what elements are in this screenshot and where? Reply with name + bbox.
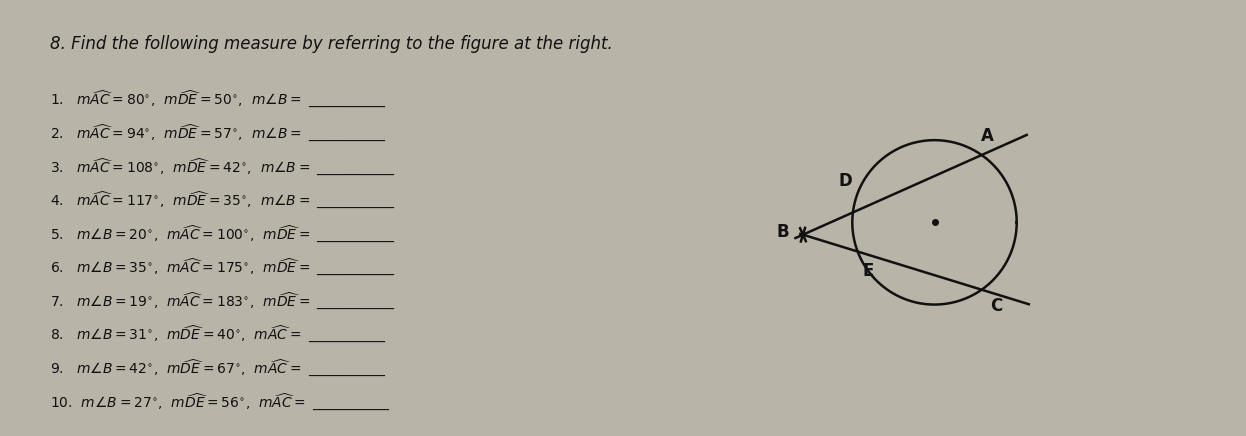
Text: 8. Find the following measure by referring to the figure at the right.: 8. Find the following measure by referri… xyxy=(50,35,613,53)
Text: 6.   $m\angle B=35^{\circ}$,  $m\widehat{AC}=175^{\circ}$,  $m\widehat{DE}=$ ___: 6. $m\angle B=35^{\circ}$, $m\widehat{AC… xyxy=(50,257,395,278)
Text: 10.  $m\angle B=27^{\circ}$,  $m\widehat{DE}=56^{\circ}$,  $m\widehat{AC}=$ ____: 10. $m\angle B=27^{\circ}$, $m\widehat{D… xyxy=(50,392,391,412)
Text: E: E xyxy=(862,262,875,280)
Text: 1.   $m\widehat{AC}=80^{\circ}$,  $m\widehat{DE}=50^{\circ}$,  $m\angle B=$ ____: 1. $m\widehat{AC}=80^{\circ}$, $m\wideha… xyxy=(50,89,386,110)
Text: 3.   $m\widehat{AC}=108^{\circ}$,  $m\widehat{DE}=42^{\circ}$,  $m\angle B=$ ___: 3. $m\widehat{AC}=108^{\circ}$, $m\wideh… xyxy=(50,157,395,177)
Text: 7.   $m\angle B=19^{\circ}$,  $m\widehat{AC}=183^{\circ}$,  $m\widehat{DE}=$ ___: 7. $m\angle B=19^{\circ}$, $m\widehat{AC… xyxy=(50,291,395,312)
Text: C: C xyxy=(989,296,1002,315)
Text: 5.   $m\angle B=20^{\circ}$,  $m\widehat{AC}=100^{\circ}$,  $m\widehat{DE}=$ ___: 5. $m\angle B=20^{\circ}$, $m\widehat{AC… xyxy=(50,224,395,245)
Text: D: D xyxy=(839,172,852,190)
Text: 9.   $m\angle B=42^{\circ}$,  $m\widehat{DE}=67^{\circ}$,  $m\widehat{AC}=$ ____: 9. $m\angle B=42^{\circ}$, $m\widehat{DE… xyxy=(50,358,386,379)
Text: B: B xyxy=(776,223,789,241)
Text: 2.   $m\widehat{AC}=94^{\circ}$,  $m\widehat{DE}=57^{\circ}$,  $m\angle B=$ ____: 2. $m\widehat{AC}=94^{\circ}$, $m\wideha… xyxy=(50,123,386,144)
Text: 8.   $m\angle B=31^{\circ}$,  $m\widehat{DE}=40^{\circ}$,  $m\widehat{AC}=$ ____: 8. $m\angle B=31^{\circ}$, $m\widehat{DE… xyxy=(50,324,386,345)
Text: 4.   $m\widehat{AC}=117^{\circ}$,  $m\widehat{DE}=35^{\circ}$,  $m\angle B=$ ___: 4. $m\widehat{AC}=117^{\circ}$, $m\wideh… xyxy=(50,190,395,211)
Text: A: A xyxy=(981,127,993,145)
